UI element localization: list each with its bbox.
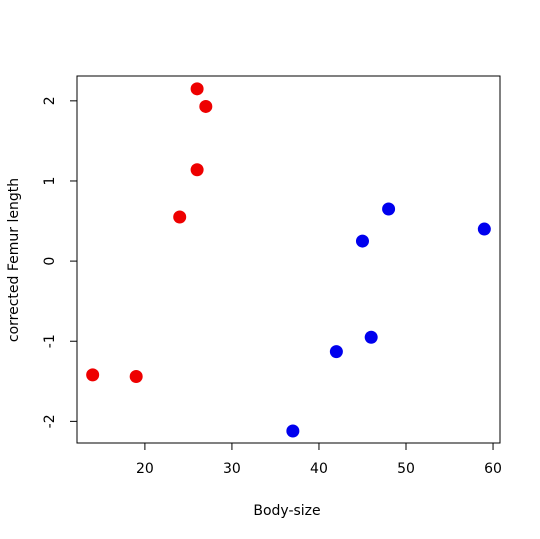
point xyxy=(129,369,143,383)
y-tick-label: 2 xyxy=(42,96,58,105)
point xyxy=(477,222,491,236)
point xyxy=(199,99,213,113)
y-tick-label: -2 xyxy=(42,414,58,428)
x-axis-label: Body-size xyxy=(253,503,320,519)
plot-box xyxy=(76,75,501,444)
point xyxy=(190,163,204,177)
point xyxy=(286,424,300,438)
x-tick-label: 60 xyxy=(484,461,502,477)
x-tick-label: 20 xyxy=(136,461,154,477)
point xyxy=(355,234,369,248)
y-axis-label: corrected Femur length xyxy=(6,178,22,342)
point xyxy=(190,82,204,96)
x-tick-label: 40 xyxy=(310,461,328,477)
y-tick-label: 1 xyxy=(42,177,58,186)
point xyxy=(86,368,100,382)
point xyxy=(329,345,343,359)
x-tick-label: 30 xyxy=(223,461,241,477)
y-tick-label: -1 xyxy=(42,334,58,348)
point xyxy=(364,330,378,344)
x-tick-label: 50 xyxy=(397,461,415,477)
point xyxy=(382,202,396,216)
point xyxy=(173,210,187,224)
y-tick-label: 0 xyxy=(42,257,58,266)
